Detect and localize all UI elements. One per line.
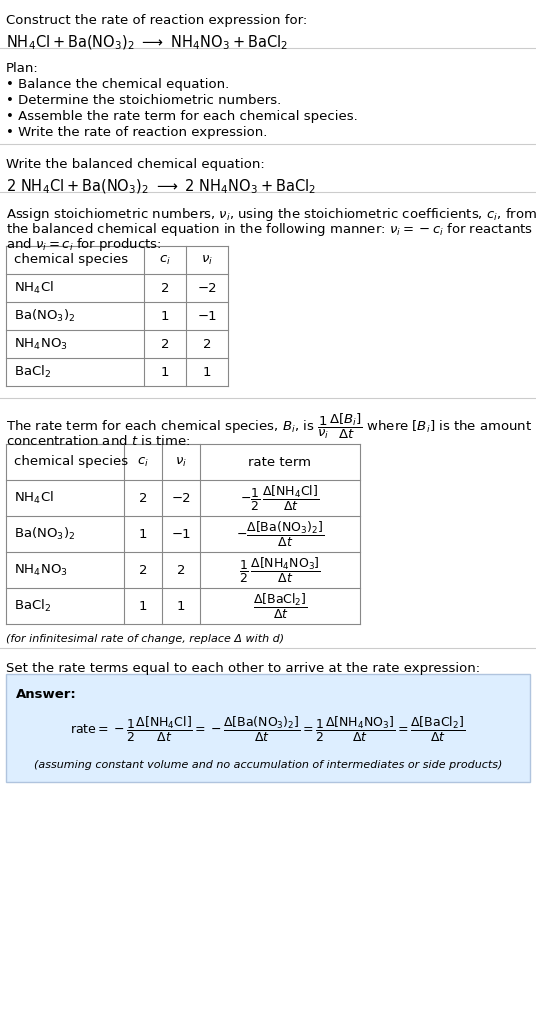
Text: chemical species: chemical species bbox=[14, 456, 128, 468]
Text: $\nu_i$: $\nu_i$ bbox=[201, 253, 213, 267]
Text: rate term: rate term bbox=[249, 456, 311, 468]
Text: −1: −1 bbox=[197, 309, 217, 323]
Text: 1: 1 bbox=[161, 365, 169, 378]
Text: $\mathregular{NH_4Cl + Ba(NO_3)_2 \ \longrightarrow \ NH_4NO_3 + BaCl_2}$: $\mathregular{NH_4Cl + Ba(NO_3)_2 \ \lon… bbox=[6, 34, 288, 53]
Text: 1: 1 bbox=[139, 600, 147, 612]
Text: the balanced chemical equation in the following manner: $\nu_i = -c_i$ for react: the balanced chemical equation in the fo… bbox=[6, 221, 533, 238]
Text: −1: −1 bbox=[171, 527, 191, 541]
Text: Assign stoichiometric numbers, $\nu_i$, using the stoichiometric coefficients, $: Assign stoichiometric numbers, $\nu_i$, … bbox=[6, 206, 536, 223]
Text: $\mathregular{Ba(NO_3)_2}$: $\mathregular{Ba(NO_3)_2}$ bbox=[14, 308, 75, 324]
Text: 2: 2 bbox=[139, 491, 147, 505]
Text: • Determine the stoichiometric numbers.: • Determine the stoichiometric numbers. bbox=[6, 94, 281, 107]
Text: • Assemble the rate term for each chemical species.: • Assemble the rate term for each chemic… bbox=[6, 110, 358, 123]
Bar bbox=[6, 444, 360, 624]
Text: $\dfrac{1}{2}\,\dfrac{\Delta[\mathrm{NH_4NO_3}]}{\Delta t}$: $\dfrac{1}{2}\,\dfrac{\Delta[\mathrm{NH_… bbox=[239, 555, 321, 584]
Text: Answer:: Answer: bbox=[16, 688, 77, 701]
Text: 2: 2 bbox=[177, 564, 185, 577]
Text: 1: 1 bbox=[161, 309, 169, 323]
Text: • Write the rate of reaction expression.: • Write the rate of reaction expression. bbox=[6, 126, 267, 139]
Text: $\mathregular{Ba(NO_3)_2}$: $\mathregular{Ba(NO_3)_2}$ bbox=[14, 526, 75, 542]
Text: Plan:: Plan: bbox=[6, 62, 39, 75]
Text: chemical species: chemical species bbox=[14, 253, 128, 267]
Text: $\mathregular{NH_4Cl}$: $\mathregular{NH_4Cl}$ bbox=[14, 280, 54, 296]
Text: Construct the rate of reaction expression for:: Construct the rate of reaction expressio… bbox=[6, 14, 307, 27]
Text: $\mathregular{2\ NH_4Cl + Ba(NO_3)_2 \ \longrightarrow \ 2\ NH_4NO_3 + BaCl_2}$: $\mathregular{2\ NH_4Cl + Ba(NO_3)_2 \ \… bbox=[6, 178, 316, 196]
Text: (for infinitesimal rate of change, replace Δ with d): (for infinitesimal rate of change, repla… bbox=[6, 634, 284, 644]
Text: $c_i$: $c_i$ bbox=[137, 455, 149, 468]
Text: 2: 2 bbox=[139, 564, 147, 577]
Text: • Balance the chemical equation.: • Balance the chemical equation. bbox=[6, 78, 229, 91]
Text: (assuming constant volume and no accumulation of intermediates or side products): (assuming constant volume and no accumul… bbox=[34, 760, 502, 770]
Text: $\dfrac{\Delta[\mathrm{BaCl_2}]}{\Delta t}$: $\dfrac{\Delta[\mathrm{BaCl_2}]}{\Delta … bbox=[252, 591, 307, 620]
Text: 1: 1 bbox=[139, 527, 147, 541]
Text: concentration and $t$ is time:: concentration and $t$ is time: bbox=[6, 434, 190, 448]
Text: $\mathregular{NH_4NO_3}$: $\mathregular{NH_4NO_3}$ bbox=[14, 562, 68, 578]
Text: and $\nu_i = c_i$ for products:: and $\nu_i = c_i$ for products: bbox=[6, 236, 162, 253]
Text: 1: 1 bbox=[177, 600, 185, 612]
Text: $\mathregular{BaCl_2}$: $\mathregular{BaCl_2}$ bbox=[14, 364, 51, 381]
Text: $\mathregular{NH_4NO_3}$: $\mathregular{NH_4NO_3}$ bbox=[14, 336, 68, 352]
Text: 2: 2 bbox=[203, 337, 211, 351]
Text: −2: −2 bbox=[171, 491, 191, 505]
Text: −2: −2 bbox=[197, 281, 217, 295]
Text: $\mathregular{NH_4Cl}$: $\mathregular{NH_4Cl}$ bbox=[14, 490, 54, 506]
Text: Set the rate terms equal to each other to arrive at the rate expression:: Set the rate terms equal to each other t… bbox=[6, 662, 480, 675]
FancyBboxPatch shape bbox=[6, 674, 530, 782]
Text: The rate term for each chemical species, $B_i$, is $\dfrac{1}{\nu_i}\dfrac{\Delt: The rate term for each chemical species,… bbox=[6, 412, 532, 442]
Text: $-\dfrac{1}{2}\,\dfrac{\Delta[\mathrm{NH_4Cl}]}{\Delta t}$: $-\dfrac{1}{2}\,\dfrac{\Delta[\mathrm{NH… bbox=[240, 484, 319, 513]
Bar bbox=[6, 246, 228, 386]
Text: Write the balanced chemical equation:: Write the balanced chemical equation: bbox=[6, 158, 265, 171]
Text: $-\dfrac{\Delta[\mathrm{Ba(NO_3)_2}]}{\Delta t}$: $-\dfrac{\Delta[\mathrm{Ba(NO_3)_2}]}{\D… bbox=[236, 519, 324, 548]
Text: $\mathregular{BaCl_2}$: $\mathregular{BaCl_2}$ bbox=[14, 598, 51, 614]
Text: 2: 2 bbox=[161, 281, 169, 295]
Text: $\nu_i$: $\nu_i$ bbox=[175, 455, 187, 468]
Text: 1: 1 bbox=[203, 365, 211, 378]
Text: $c_i$: $c_i$ bbox=[159, 253, 171, 267]
Text: 2: 2 bbox=[161, 337, 169, 351]
Text: $\mathrm{rate} = -\dfrac{1}{2}\dfrac{\Delta[\mathrm{NH_4Cl}]}{\Delta t} = -\dfra: $\mathrm{rate} = -\dfrac{1}{2}\dfrac{\De… bbox=[70, 714, 466, 743]
